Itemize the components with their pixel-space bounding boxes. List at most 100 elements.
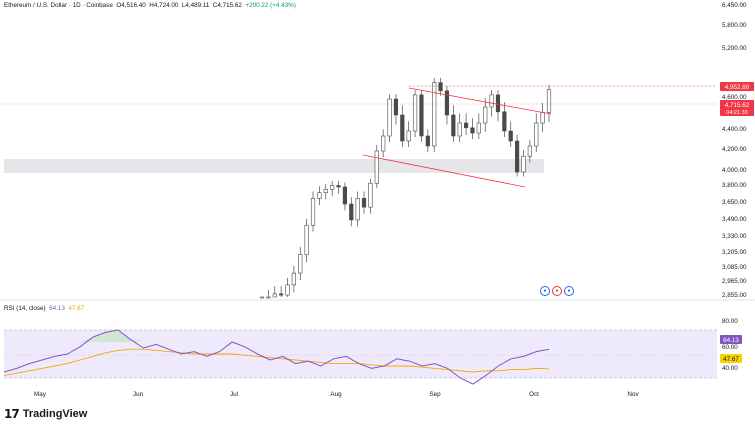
candle-body (323, 188, 328, 193)
candle-body (534, 122, 539, 147)
time-axis-label: May (34, 391, 47, 398)
rsi-legend[interactable]: RSI (14, close) 64.13 47.67 (4, 305, 84, 312)
rsi-overbought-fill (4, 330, 549, 342)
price-change: +200.22 (+4.43%) (245, 2, 296, 9)
candle-body (502, 111, 507, 132)
rsi-value-label: 64.13 (723, 337, 739, 344)
candle-body (489, 94, 494, 108)
last-price-marker: 4,715.62 04:21:33 (720, 100, 754, 116)
candle-body (279, 293, 284, 296)
high-marker: 4,952.80 (720, 82, 754, 91)
price-axis-label: 2,965.00 (722, 278, 747, 285)
rsi-axis-80: 80.00 (722, 318, 738, 325)
support-zone (4, 159, 544, 173)
rsi-ma-value: 47.67 (68, 305, 85, 312)
price-axis-label: 5,800.00 (722, 22, 747, 29)
candle-body (272, 293, 277, 298)
candle-body (291, 272, 296, 286)
candle-body (527, 145, 532, 157)
candle-body (483, 106, 488, 124)
candle-body (330, 185, 335, 190)
price-pane[interactable] (0, 0, 717, 300)
time-axis-label: Oct (529, 391, 539, 398)
ohlc-high: H4,724.00 (149, 2, 179, 9)
brand-name: TradingView (22, 408, 88, 420)
event-badges[interactable]: ● ● ● (540, 286, 574, 296)
ohlc-open: O4,516.40 (116, 2, 146, 9)
candle-body (438, 82, 443, 92)
candle-body (259, 296, 265, 299)
rsi-axis[interactable]: 80.00 60.00 40.00 (722, 318, 738, 372)
rsi-pane[interactable] (3, 329, 717, 385)
event-badge-icon-3[interactable]: ● (564, 286, 574, 296)
price-axis-label: 3,490.00 (722, 216, 747, 223)
candle-body (546, 89, 552, 113)
high-marker-bg (720, 82, 754, 91)
candle-body (470, 127, 475, 134)
rsi-line (3, 329, 550, 385)
candle-body (304, 224, 309, 255)
symbol-title[interactable]: Ethereum / U.S. Dollar · 1D · Coinbase (4, 2, 113, 9)
candle-body (374, 150, 379, 184)
time-axis-label: Jun (133, 391, 144, 398)
high-marker-label: 4,952.80 (725, 84, 750, 91)
candle-body (444, 90, 450, 116)
price-axis-label: 3,205.00 (722, 249, 747, 256)
countdown-label: 04:21:33 (726, 110, 747, 116)
ohlc-close: C4,715.62 (212, 2, 242, 9)
candle-body (463, 122, 469, 129)
rsi-value-bg (720, 335, 742, 344)
rsi-axis-60: 60.00 (722, 344, 738, 351)
last-price-marker-bg (720, 100, 754, 116)
candle-body (451, 114, 456, 137)
candle-body (361, 198, 367, 208)
time-axis-label: Sep (429, 391, 441, 398)
candle-body (368, 182, 373, 208)
symbol-header[interactable]: Ethereum / U.S. Dollar · 1D · Coinbase O… (4, 2, 296, 9)
price-pane-bg (0, 0, 717, 300)
price-axis-label: 5,200.00 (722, 45, 747, 52)
price-axis-label: 3,330.00 (722, 233, 747, 240)
rsi-axis-40: 40.00 (722, 365, 738, 372)
price-axis-label: 3,085.00 (722, 264, 747, 271)
rsi-ma-marker: 47.67 (720, 354, 742, 363)
candle-body (387, 98, 392, 137)
price-axis[interactable]: 6,450.00 5,800.00 5,200.00 4,600.00 4,400.00… (722, 2, 747, 299)
channel-lower-line[interactable] (362, 154, 526, 188)
candle-body (540, 112, 545, 124)
candle-body (381, 135, 386, 152)
candle-body (298, 254, 303, 274)
rsi-title[interactable]: RSI (14, close) (4, 305, 46, 312)
candle-body (285, 284, 290, 296)
candle-body (393, 98, 399, 116)
candle-body (495, 94, 501, 113)
event-badge-icon[interactable]: ● (540, 286, 550, 296)
candle-body (310, 198, 316, 226)
price-axis-label: 6,450.00 (722, 2, 747, 9)
candle-body (508, 130, 513, 142)
price-axis-label: 3,650.00 (722, 199, 747, 206)
candle-body (266, 296, 271, 299)
candle-body (419, 94, 424, 137)
price-axis-label: 3,800.00 (722, 182, 747, 189)
candle-body (432, 82, 437, 147)
candle-body (521, 155, 526, 173)
price-axis-label: 4,000.00 (722, 167, 747, 174)
price-axis-label: 4,200.00 (722, 146, 747, 153)
time-axis-label: Aug (330, 391, 342, 398)
tradingview-logo-icon: 17 (4, 407, 20, 421)
rsi-current-value: 64.13 (49, 305, 65, 312)
rsi-value-marker: 64.13 (720, 335, 742, 344)
channel-upper-line[interactable] (408, 87, 552, 115)
candle-body (457, 122, 462, 137)
candle-body (342, 186, 348, 205)
event-badge-icon-2[interactable]: ● (552, 286, 562, 296)
rsi-ma-bg (720, 354, 742, 363)
candle-body (515, 140, 520, 173)
time-axis[interactable]: May Jun Jul Aug Sep Oct Nov (34, 391, 639, 398)
candle-body (336, 185, 341, 188)
ohlc-low: L4,489.11 (181, 2, 210, 9)
price-axis-label: 2,855.00 (722, 292, 747, 299)
footer-logo[interactable]: 17 TradingView (4, 406, 87, 422)
